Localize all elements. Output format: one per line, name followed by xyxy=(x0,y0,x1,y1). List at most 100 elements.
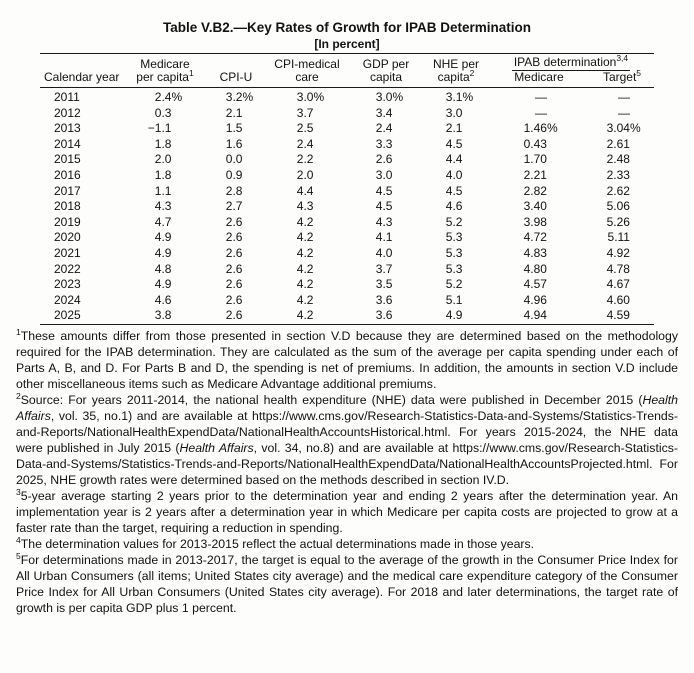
cell-value: 4.96 xyxy=(523,292,547,307)
data-cell: 4.94 xyxy=(488,308,590,324)
column-header: Medicare xyxy=(487,71,590,88)
cell-value: 2.61 xyxy=(606,136,630,151)
cell-value: 4.7 xyxy=(154,214,172,229)
cell-value: 2.0 xyxy=(296,167,314,182)
cell-value: 2.4 xyxy=(375,121,393,136)
cell-value: 2.6 xyxy=(375,152,393,167)
cell-value: 5.2 xyxy=(445,277,463,292)
cell-value: 5.11 xyxy=(607,230,630,245)
footnote-4: 4The determination values for 2013-2015 … xyxy=(16,534,535,551)
data-cell: 0.0 xyxy=(206,152,266,168)
cell-value: 2.7 xyxy=(225,199,243,214)
column-header: Target5 xyxy=(589,69,654,88)
data-cell: 2.21 xyxy=(488,168,590,184)
year-cell: 2018 xyxy=(53,199,81,214)
percent-sign: % xyxy=(392,90,404,104)
data-cell: 5.3 xyxy=(424,246,488,262)
table-row: 2022 4.8 2.6 4.2 3.7 5.3 4.80 4.78 xyxy=(40,262,654,278)
cell-value: 4.2 xyxy=(296,230,314,245)
data-cell: 2.5 xyxy=(266,121,348,137)
data-cell: 2.6 xyxy=(348,152,424,168)
table-row: 2023 4.9 2.6 4.2 3.5 5.2 4.57 4.67 xyxy=(40,277,654,293)
cell-value: 4.0 xyxy=(375,245,393,260)
data-cell: 4.3 xyxy=(348,215,424,231)
data-cell: 3.40 xyxy=(488,199,590,215)
data-cell: 4.1 xyxy=(348,230,424,246)
data-cell: 2.1 xyxy=(424,121,488,137)
table-row: 2016 1.8 0.9 2.0 3.0 4.0 2.21 2.33 xyxy=(40,168,654,184)
footnote-ref: 3,4 xyxy=(616,53,629,63)
cell-value: 2.6 xyxy=(225,245,243,260)
data-cell: 0.9 xyxy=(206,168,266,184)
data-cell: 4.8 xyxy=(124,262,206,278)
footnote-marker: 3 xyxy=(16,486,21,497)
cell-value: 0.9 xyxy=(225,167,243,182)
table-row: 2018 4.3 2.7 4.3 4.5 4.6 3.40 5.06 xyxy=(40,199,654,215)
cell-value: 5.3 xyxy=(445,245,463,260)
data-cell: 4.2 xyxy=(266,308,348,324)
data-cell: 3.3 xyxy=(348,137,424,153)
data-cell: 3.0% xyxy=(348,88,424,106)
cell-value: 2.33 xyxy=(606,167,630,182)
data-cell: 2.4 xyxy=(266,137,348,153)
cell-value: 4.5 xyxy=(375,199,393,214)
cell-value: 4.8 xyxy=(154,261,172,276)
cell-value: 2.62 xyxy=(606,183,630,198)
cell-value: 1.6 xyxy=(225,136,243,151)
cell-value: 2.4 xyxy=(296,136,314,151)
data-cell: 0.43 xyxy=(488,137,590,153)
data-cell: 3.5 xyxy=(348,277,424,293)
cell-value: 2.4 xyxy=(154,90,172,104)
data-cell: 4.5 xyxy=(424,184,488,200)
footnote-marker: 2 xyxy=(16,390,21,401)
cell-value: 4.9 xyxy=(154,245,172,260)
data-cell: 4.67 xyxy=(590,277,654,293)
data-cell: 5.3 xyxy=(424,262,488,278)
footnote-ref: 1 xyxy=(188,68,194,78)
footnotes: 1These amounts differ from those present… xyxy=(16,328,678,616)
cell-value: 3.04 xyxy=(606,121,630,136)
cell-value: 2.1 xyxy=(445,121,463,136)
percent-sign: % xyxy=(313,90,325,104)
column-header: NHE per xyxy=(432,57,479,71)
data-cell: — xyxy=(590,88,654,106)
table-row: 2024 4.6 2.6 4.2 3.6 5.1 4.96 4.60 xyxy=(40,293,654,309)
table-row: 2020 4.9 2.6 4.2 4.1 5.3 4.72 5.11 xyxy=(40,230,654,246)
cell-value: 3.7 xyxy=(375,261,393,276)
cell-value: 4.67 xyxy=(606,277,630,292)
data-cell: 4.2 xyxy=(266,277,348,293)
cell-value: 0.0 xyxy=(225,152,243,167)
cell-value: 1.8 xyxy=(154,167,172,182)
cell-value: 2.8 xyxy=(225,183,243,198)
cell-value: 4.78 xyxy=(606,261,630,276)
cell-value: 3.2 xyxy=(225,90,243,104)
data-cell: 3.6 xyxy=(348,308,424,324)
year-cell: 2011 xyxy=(53,90,80,104)
cell-value: 4.2 xyxy=(296,292,314,307)
data-cell: 2.6 xyxy=(206,215,266,231)
data-cell: 5.2 xyxy=(424,215,488,231)
header-row-top: Medicare CPI-medical GDP per NHE per IPAB de… xyxy=(40,53,654,71)
data-cell: 4.3 xyxy=(266,199,348,215)
footnote-marker: 1 xyxy=(16,326,21,337)
data-cell: 4.92 xyxy=(590,246,654,262)
data-cell: 0.3 xyxy=(124,106,206,122)
table-header: Medicare CPI-medical GDP per NHE per IPAB de… xyxy=(39,53,654,88)
cell-value: 4.5 xyxy=(375,183,393,198)
data-cell: 4.5 xyxy=(348,184,424,200)
data-cell: 4.9 xyxy=(124,230,206,246)
data-cell: 2.82 xyxy=(488,184,590,200)
table-row: 2012 0.3 2.1 3.7 3.4 3.0 — — xyxy=(40,106,654,122)
data-cell: 2.0 xyxy=(124,152,206,168)
data-cell: 4.0 xyxy=(424,168,488,184)
data-cell: 2.6 xyxy=(206,308,266,324)
cell-value: 4.83 xyxy=(523,245,547,260)
data-cell: 2.1 xyxy=(206,106,266,122)
table-row: 2017 1.1 2.8 4.4 4.5 4.5 2.82 2.62 xyxy=(40,184,654,200)
footnote-ref: 2 xyxy=(469,68,475,78)
cell-value: 2.6 xyxy=(225,214,243,229)
footnote-marker: 5 xyxy=(16,550,21,561)
cell-value: 5.06 xyxy=(606,199,630,214)
data-cell: 1.8 xyxy=(124,168,206,184)
data-cell: 3.7 xyxy=(266,106,348,122)
